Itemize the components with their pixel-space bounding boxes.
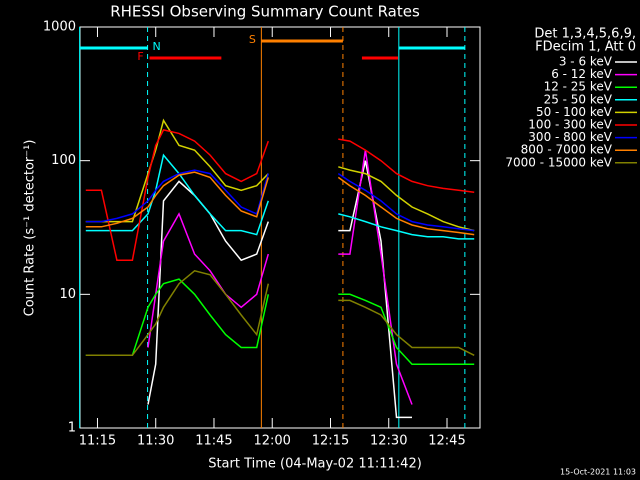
x-tick-label: 12:00: [253, 434, 290, 449]
interval-label: S: [249, 33, 256, 46]
series-line: [85, 118, 475, 232]
x-tick-label: 12:30: [370, 434, 407, 449]
legend-label: 100 - 300 keV: [528, 118, 612, 132]
interval-label: F: [137, 50, 143, 63]
interval-label: N: [152, 40, 160, 53]
x-tick-label: 11:30: [137, 434, 174, 449]
series-line: [85, 153, 475, 240]
series-line: [85, 278, 475, 365]
x-tick-label: 11:45: [195, 434, 232, 449]
legend-label: 6 - 12 keV: [551, 67, 613, 81]
legend-label: 7000 - 15000 keV: [505, 155, 612, 169]
series-line: [85, 129, 475, 261]
legend-label: 50 - 100 keV: [536, 105, 613, 119]
series-line: [85, 169, 475, 232]
legend-header: FDecim 1, Att 0: [535, 40, 636, 55]
footer: 15-Oct-2021 11:03: [560, 468, 636, 477]
legend-header: Det 1,3,4,5,6,9,: [534, 27, 636, 42]
x-tick-label: 11:15: [79, 434, 116, 449]
legend-label: 300 - 800 keV: [528, 130, 612, 144]
legend-label: 3 - 6 keV: [559, 55, 613, 69]
y-tick-label: 1: [68, 421, 76, 436]
x-tick-label: 12:15: [312, 434, 349, 449]
legend-label: 12 - 25 keV: [544, 80, 613, 94]
y-axis-label: Count Rate (s⁻¹ detector⁻¹): [23, 140, 38, 317]
y-tick-label: 100: [51, 153, 76, 168]
x-axis-label: Start Time (04-May-02 11:11:42): [208, 457, 422, 472]
y-tick-label: 1000: [43, 20, 76, 35]
chart-title: RHESSI Observing Summary Count Rates: [110, 3, 420, 21]
x-tick-label: 12:45: [428, 434, 465, 449]
legend-label: 25 - 50 keV: [544, 92, 613, 106]
series-line: [85, 269, 475, 357]
legend-label: 800 - 7000 keV: [521, 143, 613, 157]
series-line: [85, 171, 475, 236]
y-tick-label: 10: [59, 287, 76, 302]
